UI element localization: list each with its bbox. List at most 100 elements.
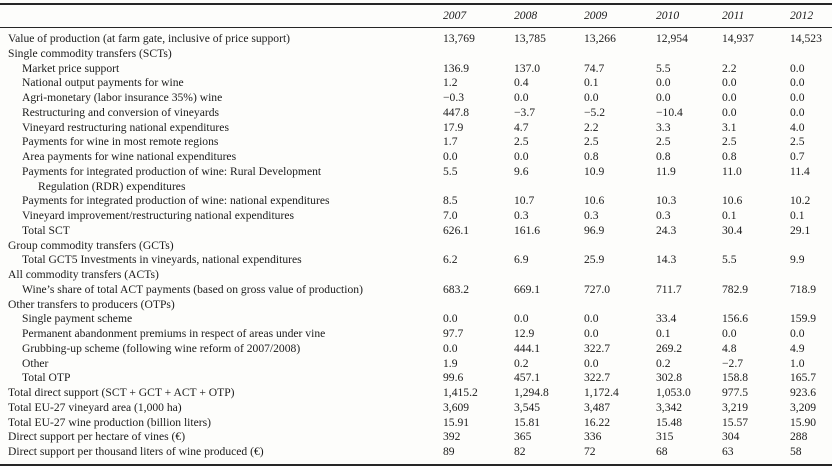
table-row: Total SCT 626.1 161.6 96.9 24.3 30.4 29.1 <box>0 224 832 239</box>
cell-value: 15.81 <box>514 415 541 429</box>
row-label: Market price support <box>22 61 120 75</box>
cell-value: 10.3 <box>656 194 677 208</box>
cell-value: 1,053.0 <box>656 386 691 399</box>
cell-value: 336 <box>584 430 602 444</box>
cell-value: 82 <box>514 445 526 458</box>
cell-value: 17.9 <box>443 120 464 134</box>
cell-value: 626.1 <box>443 223 470 237</box>
table-row: Direct support per thousand liters of wi… <box>0 445 832 465</box>
cell-value: 63 <box>722 445 734 458</box>
row-label: Total SCT <box>22 223 70 237</box>
row-label: Payments for integrated production of wi… <box>22 194 330 208</box>
cell-value: 0.2 <box>514 356 529 370</box>
cell-value: 3,219 <box>722 400 749 414</box>
cell-value: 315 <box>656 430 674 444</box>
cell-value: −2.7 <box>722 356 744 370</box>
cell-value: 0.3 <box>656 209 671 222</box>
table-header-row: 2007 2008 2009 2010 2011 2012 <box>0 4 832 28</box>
cell-value: 1.2 <box>443 76 458 90</box>
cell-value: 6.9 <box>514 253 529 267</box>
cell-value: 2.5 <box>790 135 805 149</box>
row-label-line: Payments for integrated production of wi… <box>22 164 322 178</box>
cell-value <box>506 47 576 62</box>
row-label: Wine’s share of total ACT payments (base… <box>22 282 363 296</box>
cell-value: 4.0 <box>790 120 805 134</box>
cell-value: 15.90 <box>790 415 817 429</box>
cell-value: 0.0 <box>584 356 599 370</box>
row-label: National output payments for wine <box>22 76 184 90</box>
row-label: Vineyard restructuring national expendit… <box>22 120 229 134</box>
cell-value: 99.6 <box>443 371 464 385</box>
cell-value: 1,415.2 <box>443 386 478 399</box>
table-row: Area payments for wine national expendit… <box>0 150 832 165</box>
cell-value <box>435 239 506 254</box>
cell-value: −5.2 <box>584 105 606 119</box>
row-label: Total GCT5 Investments in vineyards, nat… <box>22 253 302 267</box>
cell-value: 0.1 <box>584 76 599 90</box>
cell-value: 2.5 <box>722 135 737 149</box>
cell-value <box>648 239 714 254</box>
cell-value: 5.5 <box>722 253 737 267</box>
cell-value: 0.0 <box>443 150 458 163</box>
cell-value: 0.0 <box>584 312 599 326</box>
cell-value: 16.22 <box>584 415 611 429</box>
table-row: Vineyard restructuring national expendit… <box>0 121 832 136</box>
cell-value: 0.3 <box>514 209 529 222</box>
row-label: Permanent abandonment premiums in respec… <box>22 327 326 340</box>
cell-value: 165.7 <box>790 371 817 385</box>
cell-value: −0.3 <box>443 91 465 104</box>
cell-value: 3.1 <box>722 120 737 134</box>
row-label: Payments for wine in most remote regions <box>22 135 219 149</box>
cell-value: 718.9 <box>790 282 817 296</box>
cell-value: 322.7 <box>584 341 611 355</box>
table-row: Payments for wine in most remote regions… <box>0 135 832 150</box>
cell-value: 269.2 <box>656 341 683 355</box>
cell-value: 923.6 <box>790 386 817 399</box>
table-row: National output payments for wine 1.2 0.4 0… <box>0 76 832 91</box>
cell-value: 3,545 <box>514 400 541 414</box>
cell-value: 24.3 <box>656 223 677 237</box>
cell-value: 302.8 <box>656 371 683 385</box>
cell-value: 0.1 <box>656 327 671 340</box>
table-row: Grubbing-up scheme (following wine refor… <box>0 342 832 357</box>
row-label: Total EU-27 wine production (billion lit… <box>8 415 212 429</box>
year-column-header: 2007 <box>435 4 506 28</box>
cell-value: 68 <box>656 445 668 458</box>
cell-value: 0.7 <box>790 150 805 163</box>
cell-value <box>435 47 506 62</box>
cell-value: 3.3 <box>656 120 671 134</box>
cell-value: 4.8 <box>722 341 737 355</box>
row-label: Group commodity transfers (GCTs) <box>8 238 174 252</box>
cell-value: 7.0 <box>443 209 458 222</box>
row-label: Agri-monetary (labor insurance 35%) wine <box>22 91 223 104</box>
cell-value: 0.0 <box>514 312 529 326</box>
row-label: Total EU-27 vineyard area (1,000 ha) <box>8 400 182 414</box>
cell-value <box>714 239 782 254</box>
cell-value: 15.91 <box>443 415 470 429</box>
table-row: Direct support per hectare of vines (€) 3… <box>0 430 832 445</box>
cell-value: 288 <box>790 430 808 444</box>
cell-value: −3.7 <box>514 105 536 119</box>
cell-value: 0.0 <box>443 341 458 355</box>
cell-value: 11.9 <box>656 164 676 178</box>
cell-value: −10.4 <box>656 105 683 119</box>
table-row: Market price support 136.9 137.0 74.7 5.5 2.2… <box>0 62 832 77</box>
cell-value: 444.1 <box>514 341 541 355</box>
cell-value: 0.0 <box>790 105 805 119</box>
row-label: Value of production (at farm gate, inclu… <box>8 32 291 45</box>
section-header-row: All commodity transfers (ACTs) <box>0 268 832 283</box>
cell-value: 1,294.8 <box>514 386 549 399</box>
table-row: Vineyard improvement/restructuring natio… <box>0 209 832 224</box>
row-label: Single commodity transfers (SCTs) <box>8 46 172 60</box>
cell-value: 683.2 <box>443 282 470 296</box>
cell-value: 156.6 <box>722 312 749 326</box>
section-header-row: Group commodity transfers (GCTs) <box>0 239 832 254</box>
cell-value <box>782 239 832 254</box>
label-column-header <box>0 4 435 28</box>
cell-value: 14.3 <box>656 253 677 267</box>
cell-value: 14,523 <box>790 32 822 45</box>
table-row: Total EU-27 vineyard area (1,000 ha) 3,60… <box>0 401 832 416</box>
cell-value: 25.9 <box>584 253 605 267</box>
year-column-header: 2012 <box>782 4 832 28</box>
table-row: Value of production (at farm gate, inclu… <box>0 28 832 47</box>
